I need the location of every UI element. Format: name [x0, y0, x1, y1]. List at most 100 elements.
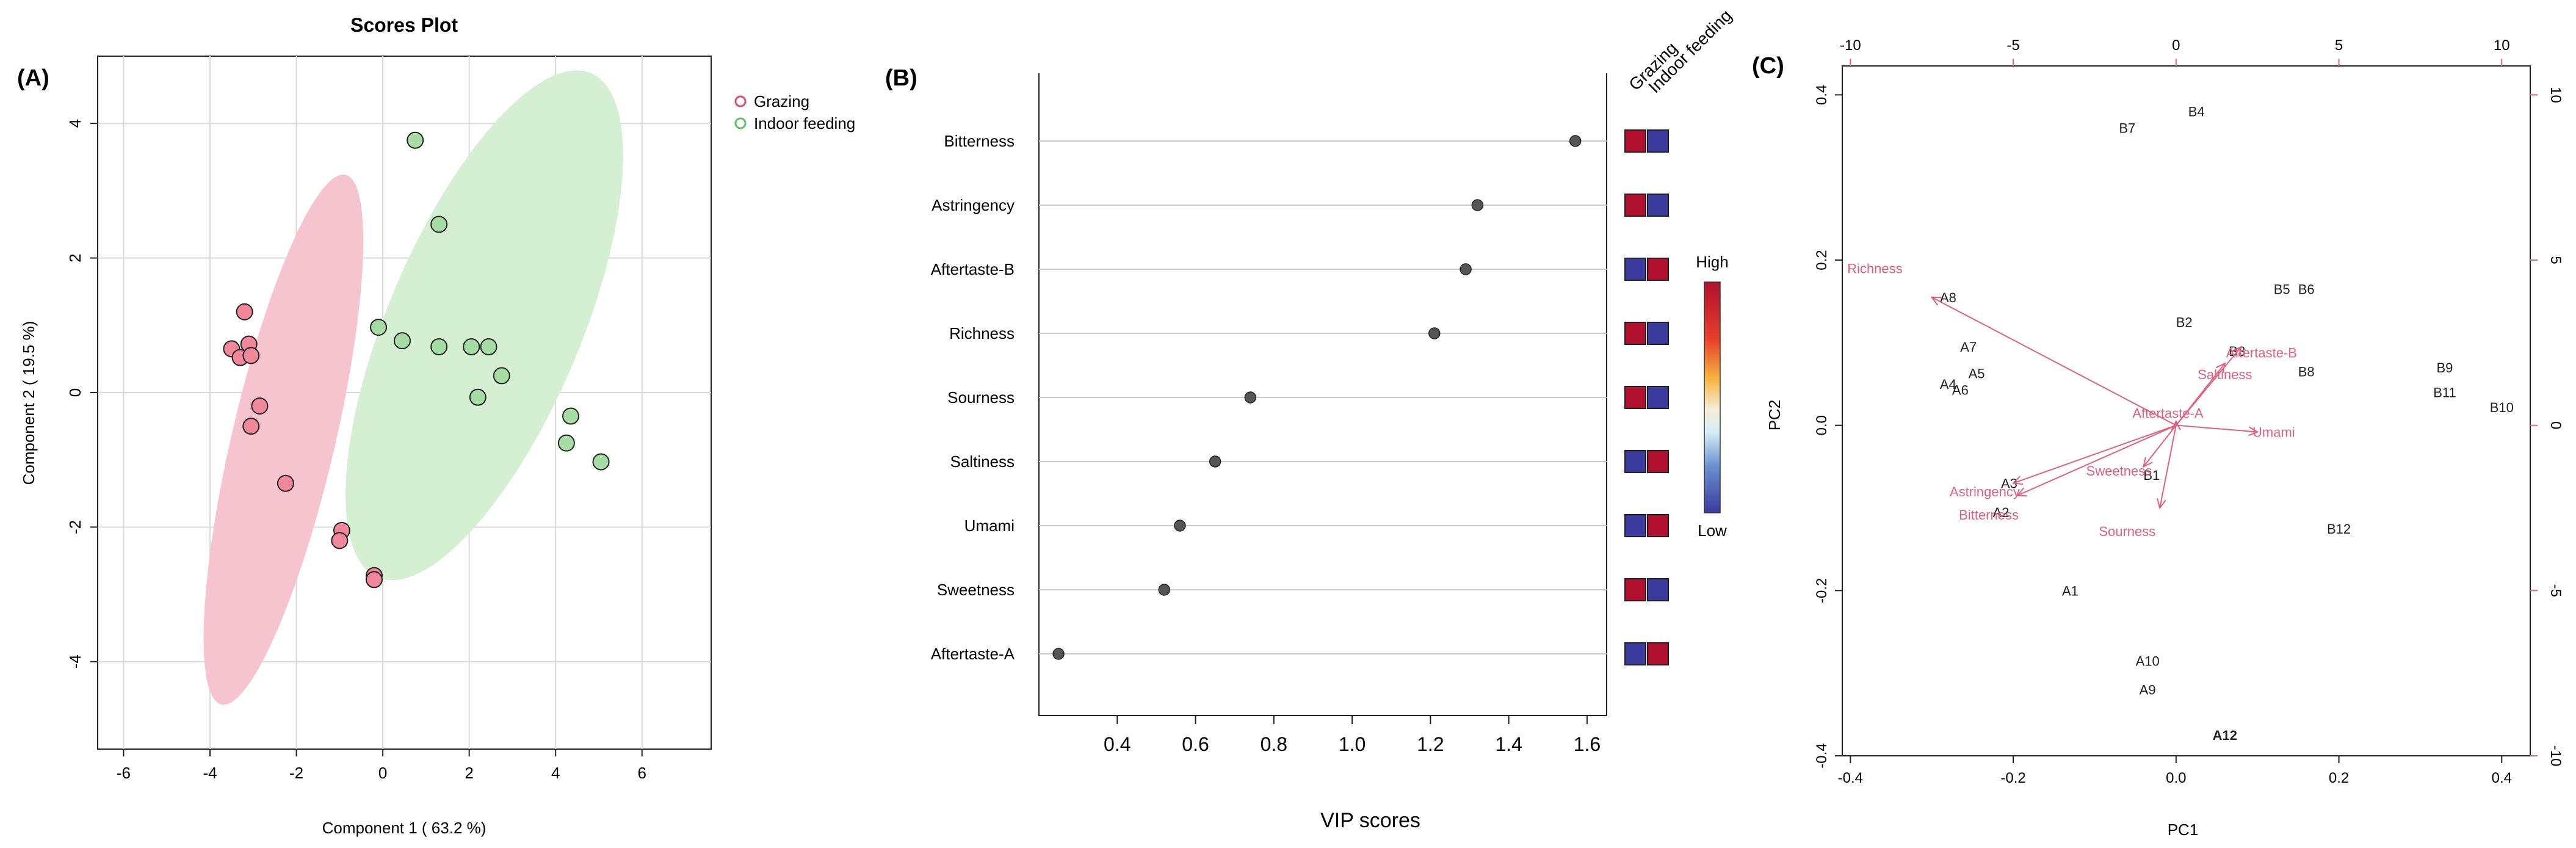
- biplot-right-tick-label: -10: [2547, 745, 2564, 767]
- biplot-top-tick-label: -5: [2006, 37, 2019, 54]
- score-point-indoor-feeding: [562, 407, 579, 425]
- biplot-y-tick-label: -0.2: [1814, 578, 1830, 603]
- vip-category-label: Umami: [964, 516, 1015, 535]
- heat-cell-indoor-feeding: [1647, 258, 1669, 281]
- score-point-indoor-feeding: [463, 338, 480, 356]
- sample-label-a9: A9: [2140, 683, 2156, 698]
- loading-arrowhead: [2016, 487, 2027, 497]
- vip-rows: Bitterness Astringency Aftertaste-B Richnes…: [931, 129, 1669, 665]
- scores-legend: Grazing Indoor feeding: [734, 92, 855, 132]
- scores-plot-title: Scores Plot: [350, 14, 458, 36]
- score-point-indoor-feeding: [480, 338, 497, 356]
- y-tick-label: 4: [66, 119, 84, 128]
- vip-category-label: Aftertaste-B: [931, 260, 1015, 278]
- biplot-x-tick-label: -0.4: [1838, 770, 1863, 786]
- sample-label-b2: B2: [2176, 315, 2193, 330]
- score-point-grazing: [277, 474, 294, 492]
- vip-x-tick-label: 0.8: [1261, 733, 1287, 755]
- vip-x-tick-label: 1.2: [1417, 733, 1444, 755]
- heat-cell-indoor-feeding: [1647, 129, 1669, 153]
- sample-label-a4: A4: [1940, 377, 1956, 392]
- biplot-frame: [1842, 65, 2531, 756]
- biplot-right-tick-label: 0: [2547, 421, 2564, 429]
- x-tick-label: 0: [378, 764, 387, 782]
- vip-category-label: Sweetness: [937, 581, 1015, 599]
- vip-dot: [1244, 391, 1257, 404]
- loading-label-astringency: Astringency: [1950, 484, 2020, 499]
- heat-cell-indoor-feeding: [1647, 322, 1669, 345]
- score-point-indoor-feeding: [469, 388, 487, 406]
- loading-arrowhead: [2232, 346, 2242, 357]
- vip-category-label: Sourness: [947, 388, 1015, 407]
- score-point-grazing: [365, 571, 383, 589]
- vip-dot: [1174, 520, 1186, 532]
- biplot-top-tick-label: 5: [2335, 37, 2343, 54]
- loading-label-bitterness: Bitterness: [1959, 507, 2019, 523]
- panel-c: (C) -0.4 -0.2 0.0 0.2 0.4 -0.4 -0.2 0.0 0.2 0.4 -1…: [1752, 37, 2564, 839]
- heat-cell-grazing: [1624, 129, 1646, 153]
- sample-label-b11: B11: [2433, 385, 2456, 400]
- legend-grazing-marker: [734, 95, 747, 107]
- biplot-y-tick-label: 0.4: [1814, 85, 1830, 105]
- biplot-top-tick-label: 10: [2494, 37, 2510, 54]
- loading-vector-richness: [1931, 297, 2177, 426]
- sample-label-b5: B5: [2274, 281, 2290, 297]
- panel-a: (A) Scores Plot -6 -4 -2 0 2 4 6 -4 -2 0 2 4 Compon…: [17, 14, 855, 837]
- vip-dot: [1428, 327, 1441, 339]
- sample-label-a6: A6: [1952, 382, 1969, 397]
- loading-vector-astringency: [2013, 424, 2177, 484]
- x-tick-label: 4: [551, 764, 560, 782]
- biplot-x-tick-label: 0.0: [2166, 770, 2186, 786]
- score-point-indoor-feeding: [557, 434, 575, 452]
- sample-label-b12: B12: [2327, 521, 2351, 537]
- loading-arrowhead: [2216, 362, 2226, 374]
- vip-category-label: Saltiness: [950, 452, 1015, 471]
- loading-label-umami: Umami: [2252, 425, 2295, 440]
- vip-x-tick-label: 1.4: [1495, 733, 1522, 755]
- x-tick-label: -4: [203, 764, 217, 782]
- x-tick-label: 2: [465, 764, 473, 782]
- panel-b: (B) Bitterness Astringency Aftertaste-B Ric…: [885, 6, 1735, 832]
- vip-category-label: Aftertaste-A: [931, 645, 1015, 663]
- loading-vector-umami: [2176, 424, 2258, 433]
- colorbar-high-label: High: [1696, 253, 1728, 271]
- loading-label-saltiness: Saltiness: [2198, 367, 2252, 382]
- loading-arrowhead: [2157, 498, 2166, 510]
- sample-label-b9: B9: [2436, 360, 2453, 375]
- loading-vector-bitterness: [2017, 424, 2177, 496]
- biplot-x-tick-label: 0.2: [2329, 770, 2349, 786]
- biplot-vectors: Richness Aftertaste-B Saltiness Aftertaste-…: [1847, 261, 2297, 539]
- biplot-y-axis-label: PC2: [1765, 400, 1784, 431]
- sample-label-a7: A7: [1960, 339, 1977, 355]
- panel-b-label: (B): [885, 65, 917, 91]
- biplot-right-tick-label: -5: [2547, 584, 2564, 597]
- biplot-axis-ticks: -0.4 -0.2 0.0 0.2 0.4 -0.4 -0.2 0.0 0.2 0.4 -10 -5 0…: [1814, 37, 2564, 786]
- biplot-samples: B4B7B2B5B6B3B8B9B11B10B12B1A8A7A5A4A6A3A…: [1940, 104, 2514, 743]
- sample-label-a2: A2: [1993, 505, 2010, 520]
- scores-axis-ticks: -6 -4 -2 0 2 4 6 -4 -2 0 2 4: [66, 119, 646, 782]
- heat-cell-grazing: [1624, 450, 1646, 473]
- loading-label-aftertaste-a: Aftertaste-A: [2132, 405, 2203, 421]
- heat-cell-indoor-feeding: [1647, 386, 1669, 409]
- sample-label-b6: B6: [2298, 281, 2315, 297]
- sample-label-b10: B10: [2490, 400, 2514, 415]
- heat-cell-indoor-feeding: [1647, 514, 1669, 537]
- sample-label-a10: A10: [2136, 653, 2160, 669]
- scores-y-axis-label: Component 2 ( 19.5 %): [20, 321, 38, 485]
- sample-label-b7: B7: [2119, 120, 2135, 136]
- colorbar: [1704, 281, 1721, 513]
- sample-label-a1: A1: [2062, 583, 2079, 598]
- y-tick-label: 0: [66, 388, 84, 397]
- heat-cell-grazing: [1624, 322, 1646, 345]
- biplot-top-tick-label: 0: [2172, 37, 2180, 54]
- biplot-y-tick-label: 0.2: [1814, 250, 1830, 270]
- loading-arrowhead: [2143, 457, 2153, 468]
- vip-category-label: Astringency: [932, 196, 1015, 214]
- loading-vector-sweetness: [2143, 425, 2177, 467]
- biplot-x-tick-label: -0.2: [2000, 770, 2025, 786]
- panel-c-label: (C): [1752, 53, 1784, 79]
- vip-x-tick-label: 1.6: [1574, 733, 1601, 755]
- score-point-grazing: [242, 418, 260, 435]
- vip-plot-frame: [1038, 73, 1607, 716]
- panel-a-label: (A): [17, 65, 49, 91]
